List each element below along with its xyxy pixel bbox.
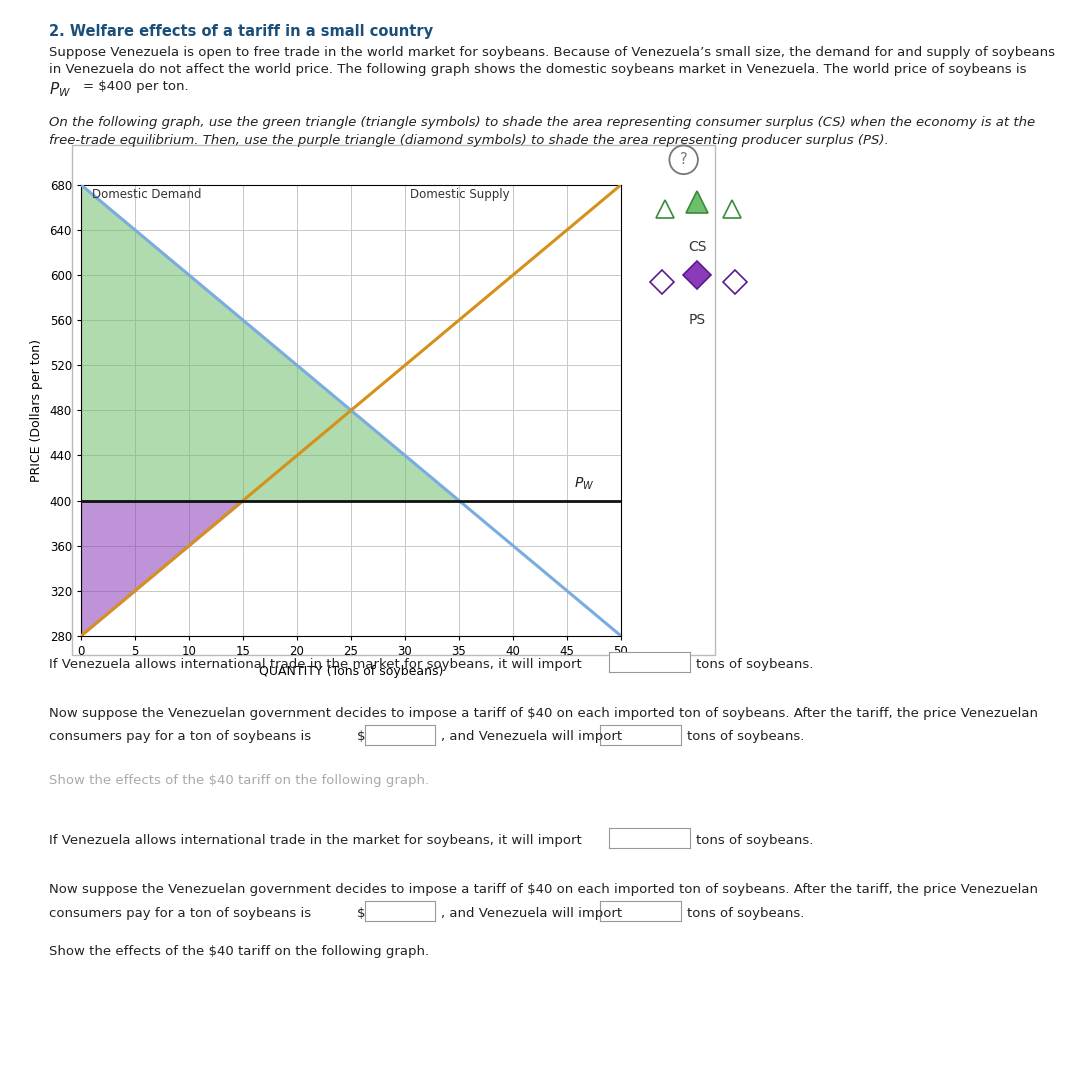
Text: On the following graph, use the green triangle (triangle symbols) to shade the a: On the following graph, use the green tr… <box>49 116 1035 129</box>
Text: Show the effects of the $40 tariff on the following graph.: Show the effects of the $40 tariff on th… <box>49 774 429 787</box>
Text: tons of soybeans.: tons of soybeans. <box>687 730 805 744</box>
Text: Domestic Demand: Domestic Demand <box>92 188 201 201</box>
Text: consumers pay for a ton of soybeans is: consumers pay for a ton of soybeans is <box>49 730 311 744</box>
Text: , and Venezuela will import: , and Venezuela will import <box>441 907 622 920</box>
Text: free-trade equilibrium. Then, use the purple triangle (diamond symbols) to shade: free-trade equilibrium. Then, use the pu… <box>49 134 889 147</box>
Text: $\mathit{P_W}$: $\mathit{P_W}$ <box>49 80 70 99</box>
Text: $P_W$: $P_W$ <box>573 475 594 491</box>
Text: consumers pay for a ton of soybeans is: consumers pay for a ton of soybeans is <box>49 907 311 920</box>
Text: tons of soybeans.: tons of soybeans. <box>687 907 805 920</box>
Text: PS: PS <box>689 313 705 327</box>
Text: $: $ <box>356 907 365 920</box>
Text: = $400 per ton.: = $400 per ton. <box>83 80 189 93</box>
Polygon shape <box>81 500 243 636</box>
Text: tons of soybeans.: tons of soybeans. <box>696 658 813 671</box>
Text: Suppose Venezuela is open to free trade in the world market for soybeans. Becaus: Suppose Venezuela is open to free trade … <box>49 46 1054 59</box>
Text: , and Venezuela will import: , and Venezuela will import <box>441 730 622 744</box>
Text: tons of soybeans.: tons of soybeans. <box>696 834 813 847</box>
Text: Now suppose the Venezuelan government decides to impose a tariff of $40 on each : Now suppose the Venezuelan government de… <box>49 883 1038 896</box>
Text: $: $ <box>356 730 365 744</box>
Text: Now suppose the Venezuelan government decides to impose a tariff of $40 on each : Now suppose the Venezuelan government de… <box>49 707 1038 720</box>
Text: in Venezuela do not affect the world price. The following graph shows the domest: in Venezuela do not affect the world pri… <box>49 63 1026 76</box>
Text: ?: ? <box>679 152 688 167</box>
Text: CS: CS <box>688 240 706 254</box>
Text: If Venezuela allows international trade in the market for soybeans, it will impo: If Venezuela allows international trade … <box>49 834 581 847</box>
Polygon shape <box>81 185 459 500</box>
Text: 2. Welfare effects of a tariff in a small country: 2. Welfare effects of a tariff in a smal… <box>49 24 433 39</box>
Text: If Venezuela allows international trade in the market for soybeans, it will impo: If Venezuela allows international trade … <box>49 658 581 671</box>
X-axis label: QUANTITY (Tons of soybeans): QUANTITY (Tons of soybeans) <box>259 665 443 678</box>
Y-axis label: PRICE (Dollars per ton): PRICE (Dollars per ton) <box>29 339 42 482</box>
Text: Show the effects of the $40 tariff on the following graph.: Show the effects of the $40 tariff on th… <box>49 945 429 958</box>
Text: Domestic Supply: Domestic Supply <box>410 188 510 201</box>
